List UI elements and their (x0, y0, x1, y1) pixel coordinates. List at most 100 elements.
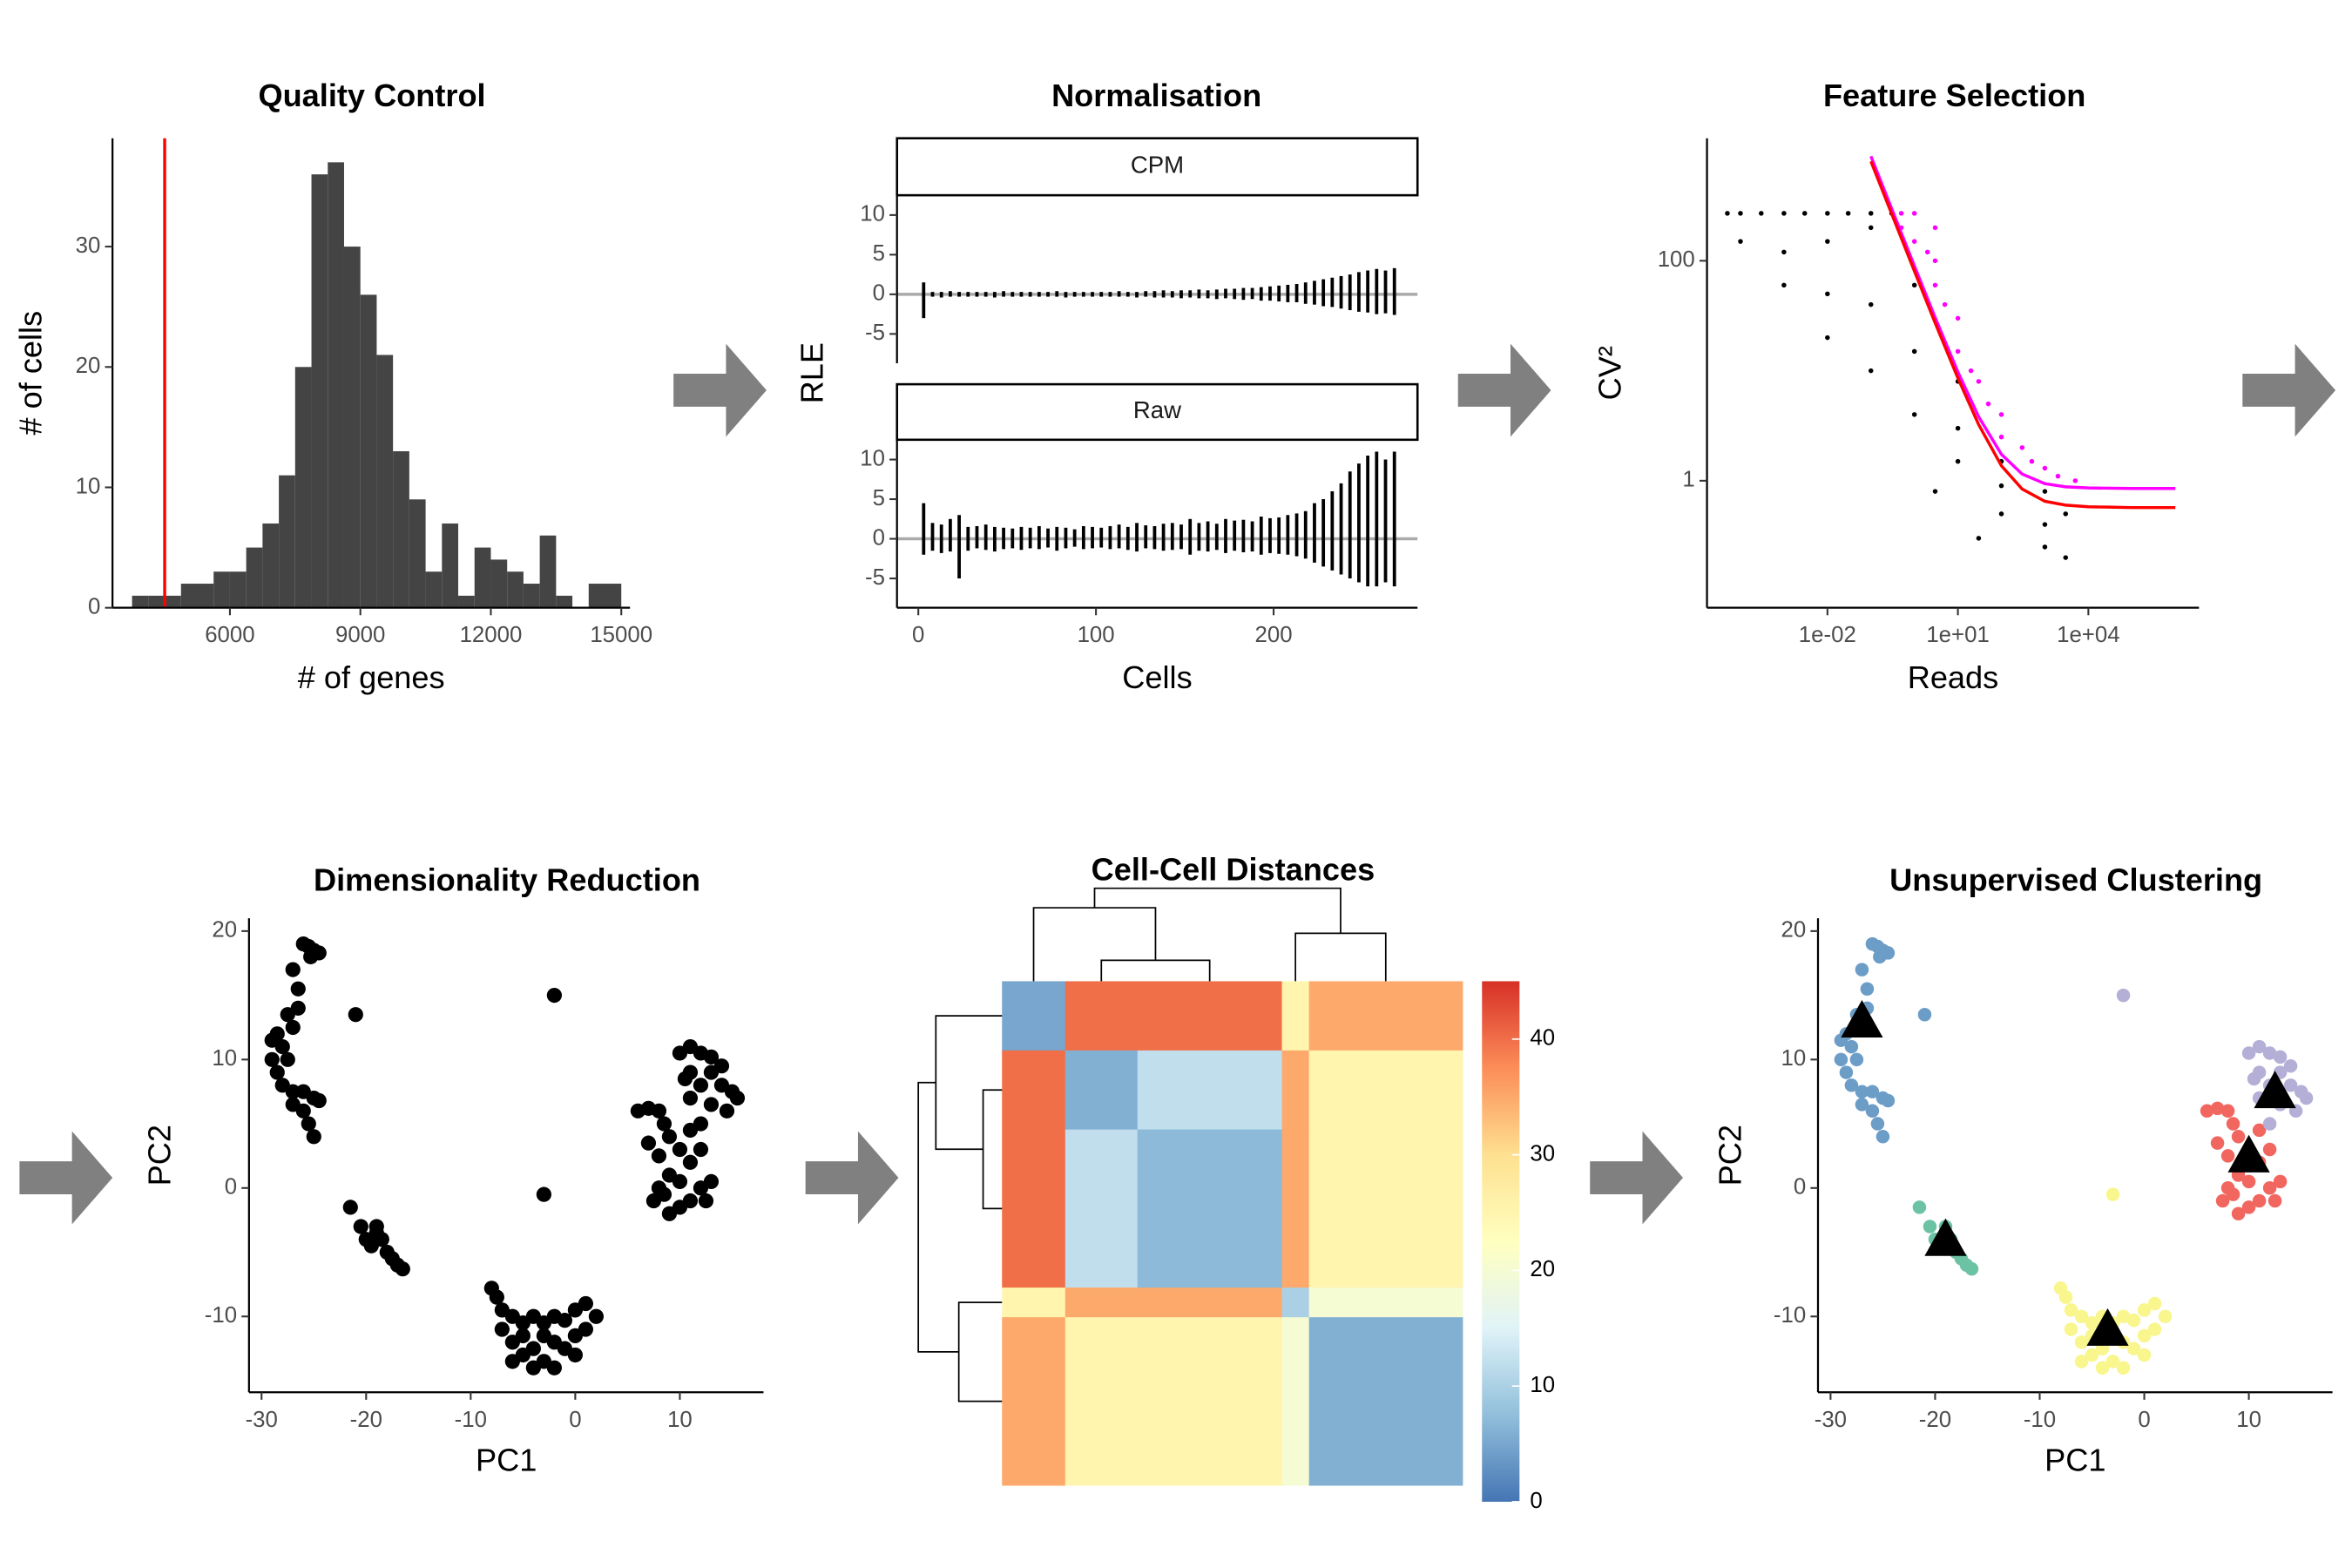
point (672, 1141, 688, 1158)
point (1845, 211, 1851, 216)
point (525, 1360, 541, 1375)
point (2252, 1193, 2267, 1208)
histogram-bar (213, 571, 230, 608)
dendrogram-link (957, 1301, 1003, 1402)
histogram-bar (425, 571, 443, 608)
point (1955, 458, 1961, 464)
point (2247, 1071, 2261, 1086)
point (713, 1078, 730, 1093)
facet-label: Raw (1133, 396, 1181, 423)
point (2042, 544, 2048, 550)
y-tick-label: 20 (212, 918, 237, 943)
heatmap-cell (1281, 1050, 1310, 1131)
point (1964, 1261, 1979, 1276)
point (2226, 1117, 2240, 1131)
y-tick-label: 0 (225, 1175, 237, 1200)
point (1911, 239, 1917, 244)
x-axis-label: PC1 (2044, 1443, 2105, 1478)
point (1860, 982, 1875, 996)
point (640, 1135, 657, 1151)
heatmap-cell (1281, 981, 1310, 1051)
histogram-bar (490, 559, 508, 608)
point (525, 1341, 541, 1356)
point (280, 1051, 295, 1067)
y-tick-label: -5 (865, 565, 885, 590)
point (2074, 1335, 2089, 1349)
heatmap-cell (1308, 981, 1463, 1051)
point (2299, 1091, 2314, 1105)
y-tick-label: 5 (873, 241, 885, 266)
chart-title: Dimensionality Reduction (314, 862, 700, 897)
point (672, 1173, 688, 1190)
x-tick-label: 15000 (590, 623, 652, 647)
point (536, 1328, 551, 1343)
point (1985, 401, 1991, 407)
colorbar-label: 0 (1530, 1489, 1542, 1513)
point (1932, 258, 1938, 264)
point (342, 1200, 358, 1215)
point (1825, 335, 1830, 341)
point (1844, 1078, 1859, 1092)
colorbar (1482, 981, 1520, 1502)
y-tick-label: 0 (1794, 1175, 1806, 1200)
point (1781, 282, 1787, 288)
histogram-bar (474, 547, 491, 608)
heatmap-cell (1002, 981, 1066, 1051)
point (1932, 282, 1938, 288)
fit-curve (1869, 160, 2176, 510)
point (2019, 445, 2025, 450)
heatmap-cell (1064, 1050, 1139, 1131)
x-axis-label: Reads (1908, 659, 1999, 695)
point (1849, 1052, 1864, 1067)
y-tick-label: 1 (1682, 468, 1694, 492)
point (1759, 211, 1764, 216)
histogram-bar (180, 584, 198, 608)
point (1876, 1130, 1890, 1144)
point (285, 1019, 301, 1036)
x-tick-label: 0 (2138, 1408, 2150, 1432)
point (1976, 379, 1982, 384)
y-axis-label: # of cells (12, 311, 48, 436)
x-axis-label: Cells (1122, 659, 1192, 695)
point (2063, 511, 2069, 517)
point (311, 1092, 327, 1109)
point (2200, 1104, 2214, 1119)
point (2042, 522, 2048, 527)
point (2105, 1355, 2120, 1369)
point (2074, 1309, 2089, 1323)
dendrogram-link (1032, 907, 1157, 982)
point (290, 1000, 306, 1016)
point (578, 1295, 593, 1312)
x-tick-label: -30 (1815, 1408, 1847, 1432)
x-tick-label: 6000 (205, 623, 254, 647)
point (1781, 249, 1787, 255)
point (1844, 1039, 1859, 1054)
dendrogram-link (1093, 887, 1342, 934)
y-tick-label: 0 (873, 525, 885, 550)
point (1911, 282, 1917, 288)
point (1801, 211, 1808, 216)
point (1942, 301, 1948, 308)
point (546, 1360, 562, 1375)
x-tick-label: -10 (455, 1408, 487, 1432)
x-tick-label: 200 (1255, 623, 1293, 647)
point (2085, 1315, 2099, 1330)
point (2095, 1361, 2110, 1375)
point (2064, 1303, 2078, 1317)
point (2241, 1200, 2256, 1214)
chart-title: Unsupervised Clustering (1889, 862, 2262, 897)
fit-curve (1869, 155, 2176, 490)
point (2226, 1187, 2240, 1201)
point (1865, 1104, 1880, 1119)
point (2126, 1313, 2141, 1328)
histogram-bar (148, 595, 166, 608)
point (2241, 1174, 2256, 1189)
heatmap-cell (1308, 1050, 1463, 1131)
x-tick-label: 0 (912, 623, 924, 647)
histogram-bar (197, 584, 214, 608)
point (656, 1116, 672, 1132)
heatmap-cell (1308, 1317, 1463, 1486)
point (1834, 1052, 1848, 1067)
point (1868, 225, 1874, 231)
